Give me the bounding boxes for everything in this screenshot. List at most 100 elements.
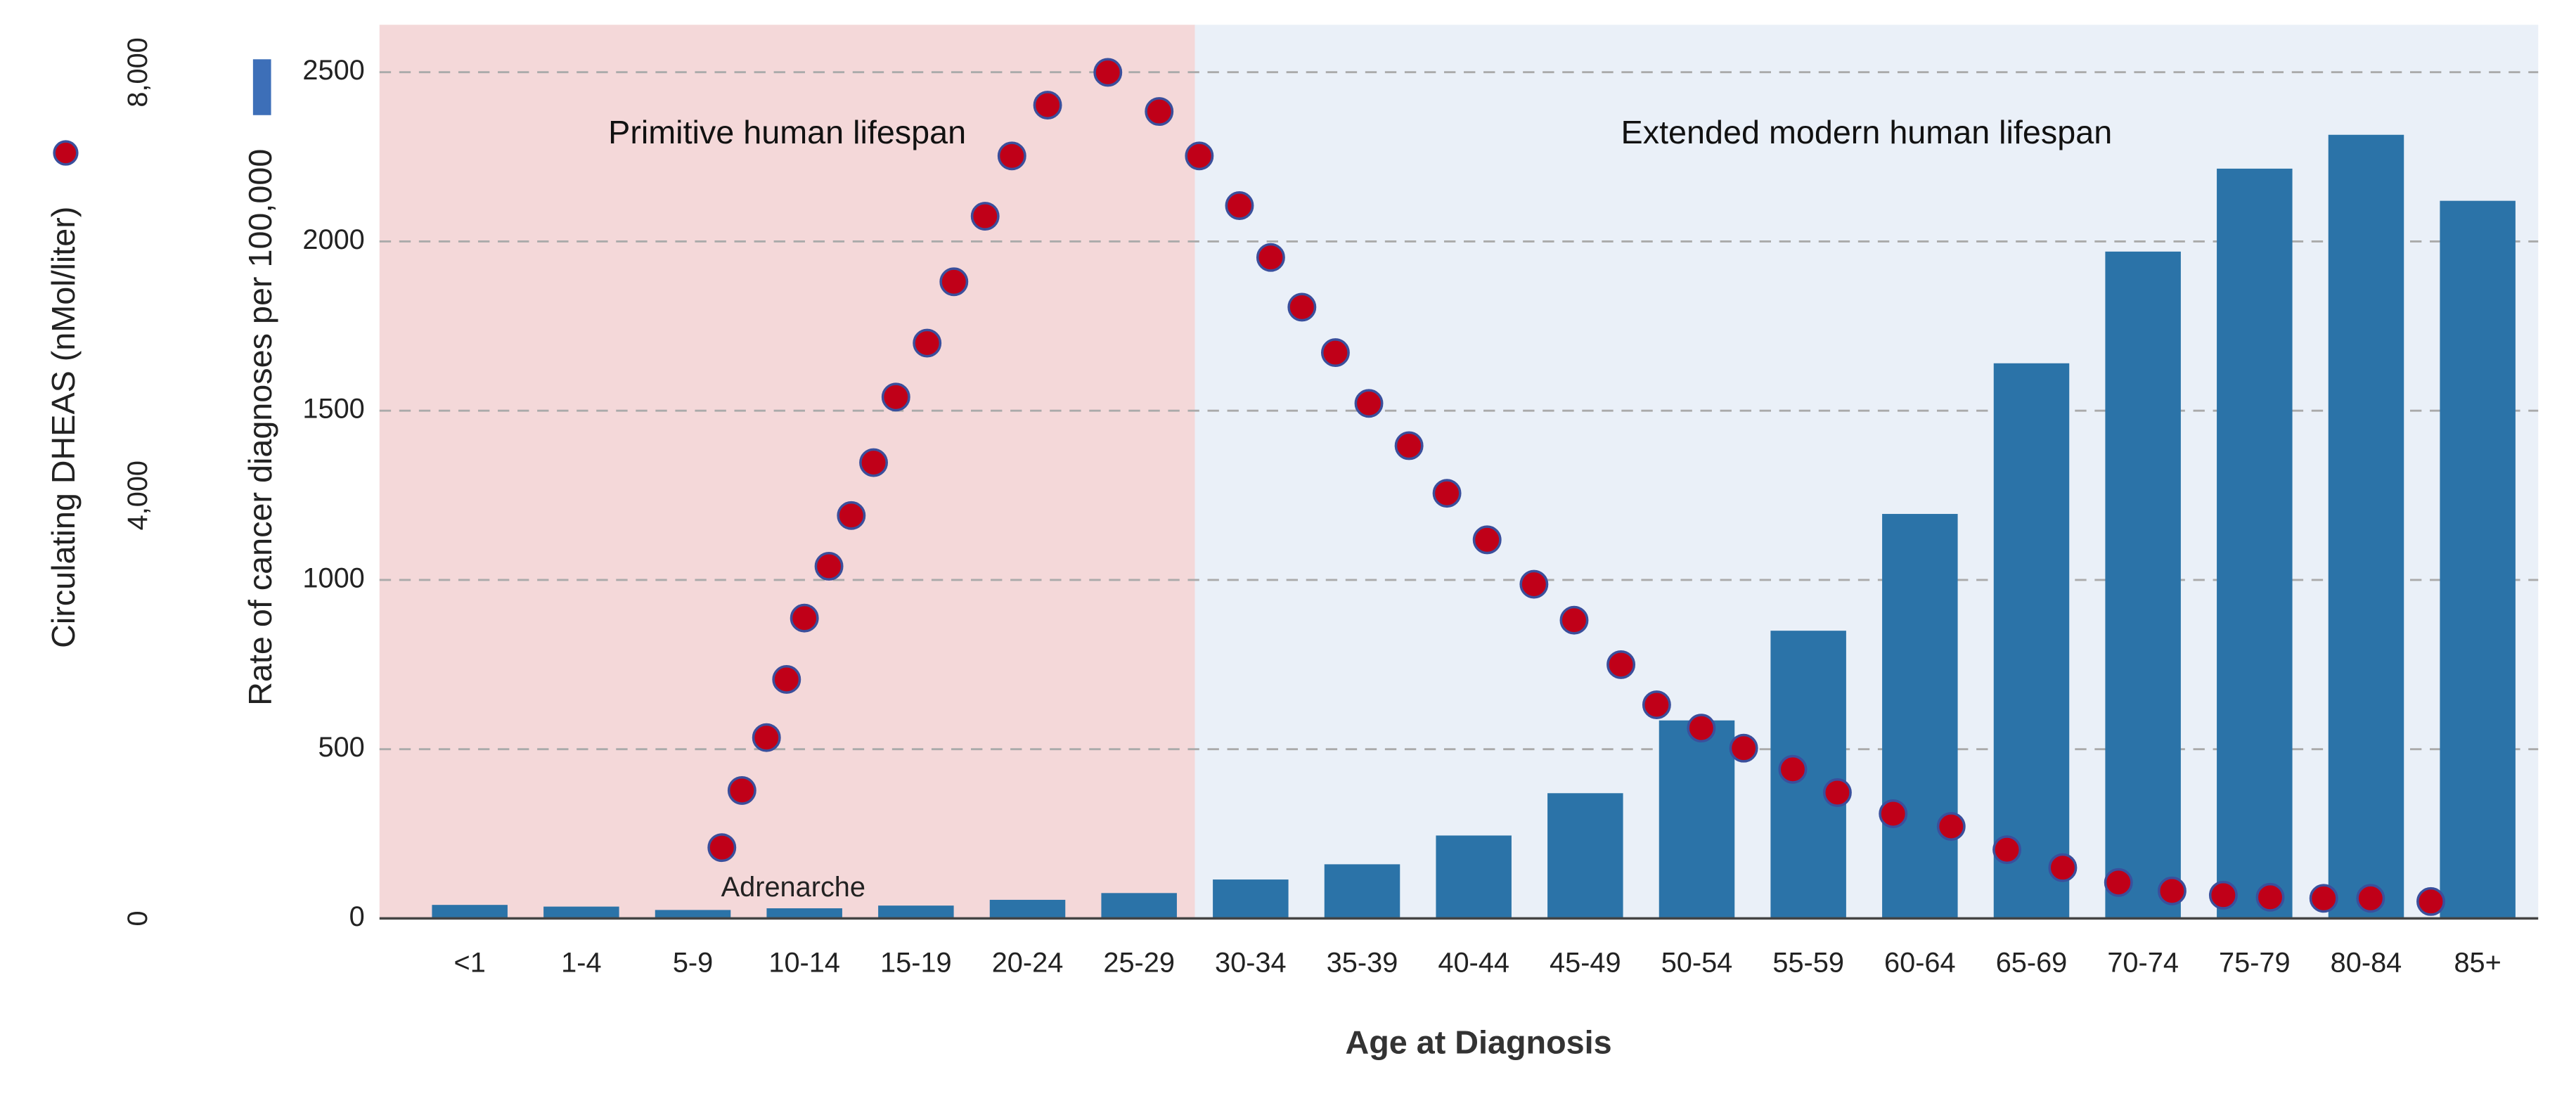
x-tick-label: 45-49 (1550, 947, 1621, 978)
x-tick-label: 40-44 (1438, 947, 1509, 978)
dheas-point (1778, 754, 1808, 784)
dheas-point (939, 267, 969, 297)
dheas-point (790, 603, 819, 633)
dheas-point (1559, 605, 1589, 635)
dheas-point (2356, 884, 2385, 913)
dheas-point (2255, 882, 2285, 912)
dheas-point (1432, 479, 1462, 508)
dheas-point (2416, 887, 2445, 916)
region-label: Primitive human lifespan (608, 114, 966, 150)
x-tick-label: 60-64 (1884, 947, 1956, 978)
bar (655, 910, 731, 919)
bar (2217, 168, 2293, 919)
bar (1659, 720, 1735, 919)
dheas-point (970, 202, 1000, 231)
dheas-point (1879, 799, 1908, 828)
x-tick-label: 10-14 (768, 947, 840, 978)
bar (1882, 514, 1958, 919)
dheas-point (859, 448, 889, 477)
bar (2440, 200, 2516, 919)
y-tick-label: 1000 (302, 562, 364, 593)
dheas-point (772, 665, 801, 694)
bar (543, 906, 619, 919)
region (1194, 25, 2539, 919)
bar (2105, 251, 2181, 919)
x-tick-label: 80-84 (2331, 947, 2402, 978)
y2-tick-label: 8,000 (122, 37, 153, 107)
dheas-point (2208, 880, 2238, 910)
dheas-point (2309, 884, 2338, 913)
dheas-point (1519, 569, 1549, 599)
dheas-point (1472, 525, 1502, 555)
x-tick-label: 65-69 (1996, 947, 2068, 978)
bar (766, 908, 842, 919)
dheas-point (1354, 389, 1384, 418)
dheas-point (913, 328, 942, 358)
dheas-point (1320, 338, 1350, 368)
dheas-point (2157, 876, 2187, 905)
dheas-point (837, 501, 866, 530)
dheas-point (1185, 141, 1214, 171)
x-tick-label: 25-29 (1103, 947, 1175, 978)
bar (1547, 793, 1623, 919)
x-tick-label: 70-74 (2107, 947, 2179, 978)
dheas-point (1687, 714, 1716, 743)
dheas-point (881, 382, 910, 412)
x-tick-label: 20-24 (992, 947, 1064, 978)
y-tick-label: 2000 (302, 224, 364, 255)
y2-legend-marker (53, 140, 79, 166)
x-tick-label: 1-4 (561, 947, 601, 978)
x-tick-label: 30-34 (1215, 947, 1287, 978)
dheas-point (1145, 97, 1174, 127)
x-tick-label: <1 (454, 947, 486, 978)
regions (379, 25, 2539, 919)
y-axis-title: Rate of cancer diagnoses per 100,000 (242, 149, 278, 706)
dheas-point (814, 552, 844, 581)
y2-tick-label: 4,000 (122, 460, 153, 530)
bar (878, 905, 954, 919)
dheas-point (997, 141, 1026, 171)
x-tick-label: 35-39 (1327, 947, 1398, 978)
x-tick-label: 5-9 (673, 947, 713, 978)
dheas-point (1287, 292, 1317, 322)
y-tick-label: 0 (349, 901, 365, 932)
dheas-point (1642, 690, 1671, 719)
y-tick-label: 500 (318, 732, 364, 763)
dheas-point (727, 775, 756, 805)
y2-tick-label: 0 (122, 910, 153, 926)
x-tick-label: 50-54 (1661, 947, 1733, 978)
x-tick-label: 85+ (2454, 947, 2501, 978)
bar (1324, 864, 1400, 919)
region (379, 25, 1195, 919)
region-label: Extended modern human lifespan (1621, 114, 2113, 150)
dheas-point (1992, 835, 2022, 865)
x-tick-label: 15-19 (880, 947, 952, 978)
dheas-point (1033, 91, 1062, 120)
dheas-point (707, 833, 737, 863)
x-tick-label: 55-59 (1772, 947, 1844, 978)
y-tick-label: 2500 (302, 55, 364, 86)
y-tick-label: 1500 (302, 394, 364, 425)
dheas-point (1093, 58, 1123, 87)
bar (1993, 363, 2070, 919)
dheas-point (1729, 733, 1758, 763)
dheas-point (1225, 191, 1254, 220)
dheas-point (1822, 778, 1852, 807)
dheas-point (1606, 650, 1636, 679)
bar (1213, 879, 1289, 919)
y2-axis-title: Circulating DHEAS (nMol/liter) (45, 207, 82, 648)
dheas-point (2048, 853, 2078, 882)
bar (989, 899, 1066, 919)
bar (1436, 835, 1512, 919)
y-legend-marker (252, 59, 271, 115)
x-axis-title: Age at Diagnosis (1346, 1024, 1612, 1061)
dheas-point (1256, 243, 1285, 272)
dheas-point (752, 723, 781, 752)
bar (432, 905, 508, 919)
bar (1101, 893, 1177, 919)
x-tick-label: 75-79 (2219, 947, 2291, 978)
bar (2328, 134, 2404, 919)
dheas-point (2104, 868, 2133, 897)
